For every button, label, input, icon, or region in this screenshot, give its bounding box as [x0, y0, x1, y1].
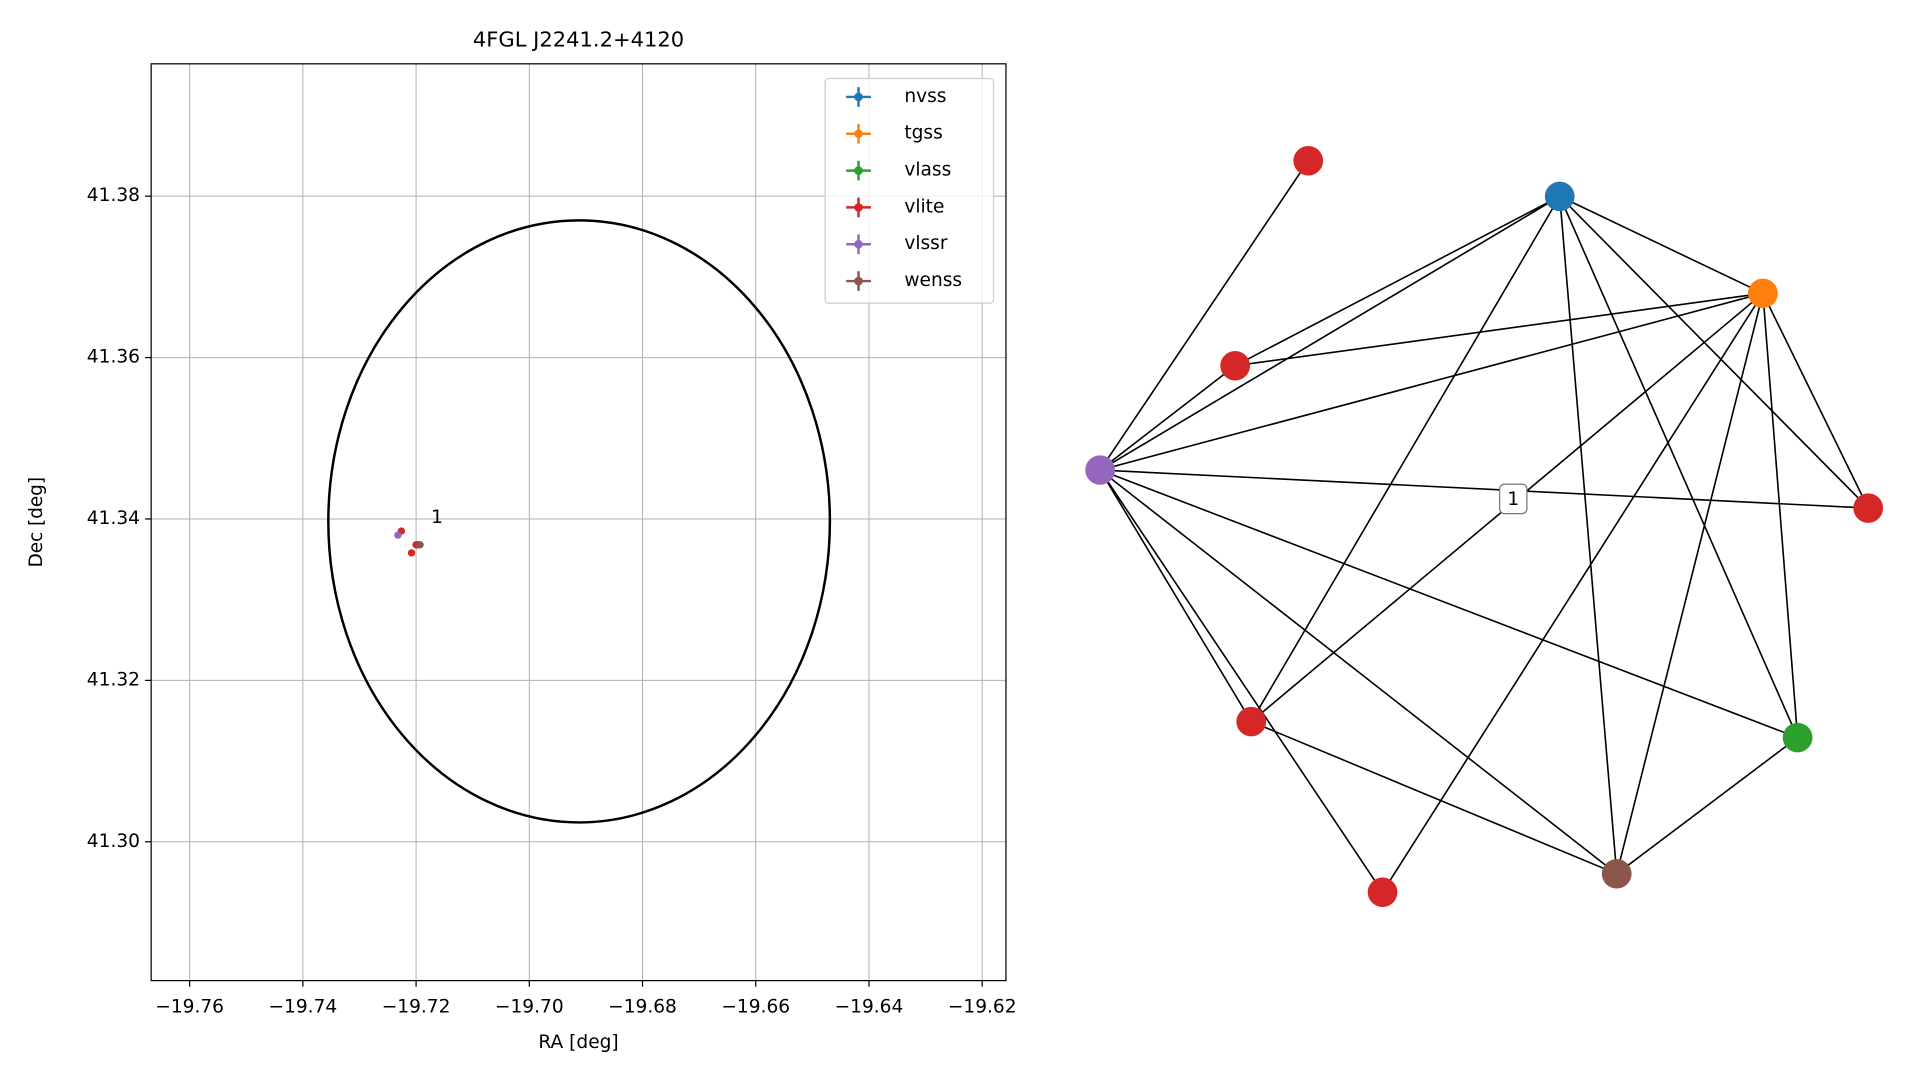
- node: [1085, 455, 1115, 485]
- legend-label: nvss: [904, 86, 946, 107]
- edge: [1099, 469, 1798, 739]
- x-tick-label: −19.62: [948, 997, 1017, 1018]
- edge: [1558, 196, 1799, 738]
- chart-title: 4FGL J2241.2+4120: [473, 28, 684, 52]
- node: [1748, 278, 1778, 309]
- x-tick-label: −19.76: [155, 997, 224, 1018]
- edge: [1235, 292, 1764, 367]
- node: [1220, 351, 1251, 381]
- y-axis-label: Dec [deg]: [26, 477, 47, 567]
- legend-label: vlass: [904, 160, 951, 181]
- node: [1367, 877, 1398, 907]
- edge: [1250, 195, 1561, 723]
- x-tick-label: −19.66: [721, 997, 790, 1018]
- edge: [1099, 469, 1384, 893]
- point: [416, 541, 424, 549]
- edge: [1099, 292, 1764, 471]
- error-ellipse: [327, 219, 832, 824]
- x-axis-label: RA [deg]: [538, 1032, 618, 1053]
- edge: [1099, 469, 1252, 723]
- node: [1853, 493, 1884, 523]
- edge: [1762, 292, 1869, 509]
- edge: [1615, 293, 1764, 875]
- legend-marker: [854, 203, 863, 212]
- node: [1236, 706, 1267, 737]
- node: [1544, 181, 1575, 212]
- edge: [1099, 469, 1618, 875]
- edge: [1762, 293, 1799, 738]
- legend-marker: [854, 92, 863, 102]
- y-tick-label: 41.30: [87, 831, 140, 852]
- legend-marker: [854, 239, 863, 249]
- annotation: 1: [431, 507, 443, 528]
- x-tick-label: −19.72: [382, 997, 451, 1018]
- edge: [1099, 160, 1309, 471]
- legend-label: vlssr: [904, 233, 948, 254]
- y-tick-label: 41.36: [87, 347, 140, 368]
- legend-marker: [854, 129, 863, 139]
- edge: [1558, 196, 1618, 874]
- edge: [1100, 469, 1869, 509]
- legend-label: vlite: [904, 196, 944, 217]
- legend-label: wenss: [904, 270, 962, 291]
- y-tick-label: 41.38: [87, 185, 140, 206]
- edge: [1250, 720, 1618, 875]
- edge: [1099, 365, 1236, 471]
- edge-label: 1: [1507, 489, 1519, 510]
- y-tick-label: 41.32: [87, 669, 140, 690]
- x-tick-label: −19.74: [268, 997, 337, 1018]
- edge: [1234, 195, 1561, 367]
- node: [1293, 146, 1324, 176]
- legend-label: tgss: [904, 123, 942, 144]
- node: [1601, 859, 1632, 889]
- edge-label-box: [1499, 483, 1528, 515]
- x-tick-label: −19.68: [608, 997, 677, 1018]
- legend-marker: [854, 166, 863, 175]
- edge: [1559, 195, 1764, 295]
- legend-marker: [854, 276, 863, 286]
- x-tick-label: −19.64: [835, 997, 904, 1018]
- plot-frame: [150, 63, 1007, 982]
- edge: [1559, 195, 1869, 509]
- edge: [1616, 736, 1799, 875]
- point: [394, 531, 402, 539]
- x-tick-label: −19.70: [495, 997, 564, 1018]
- edge: [1099, 195, 1561, 471]
- y-tick-label: 41.34: [87, 508, 140, 529]
- point: [407, 549, 416, 557]
- node: [1782, 722, 1813, 753]
- edge: [1381, 292, 1764, 893]
